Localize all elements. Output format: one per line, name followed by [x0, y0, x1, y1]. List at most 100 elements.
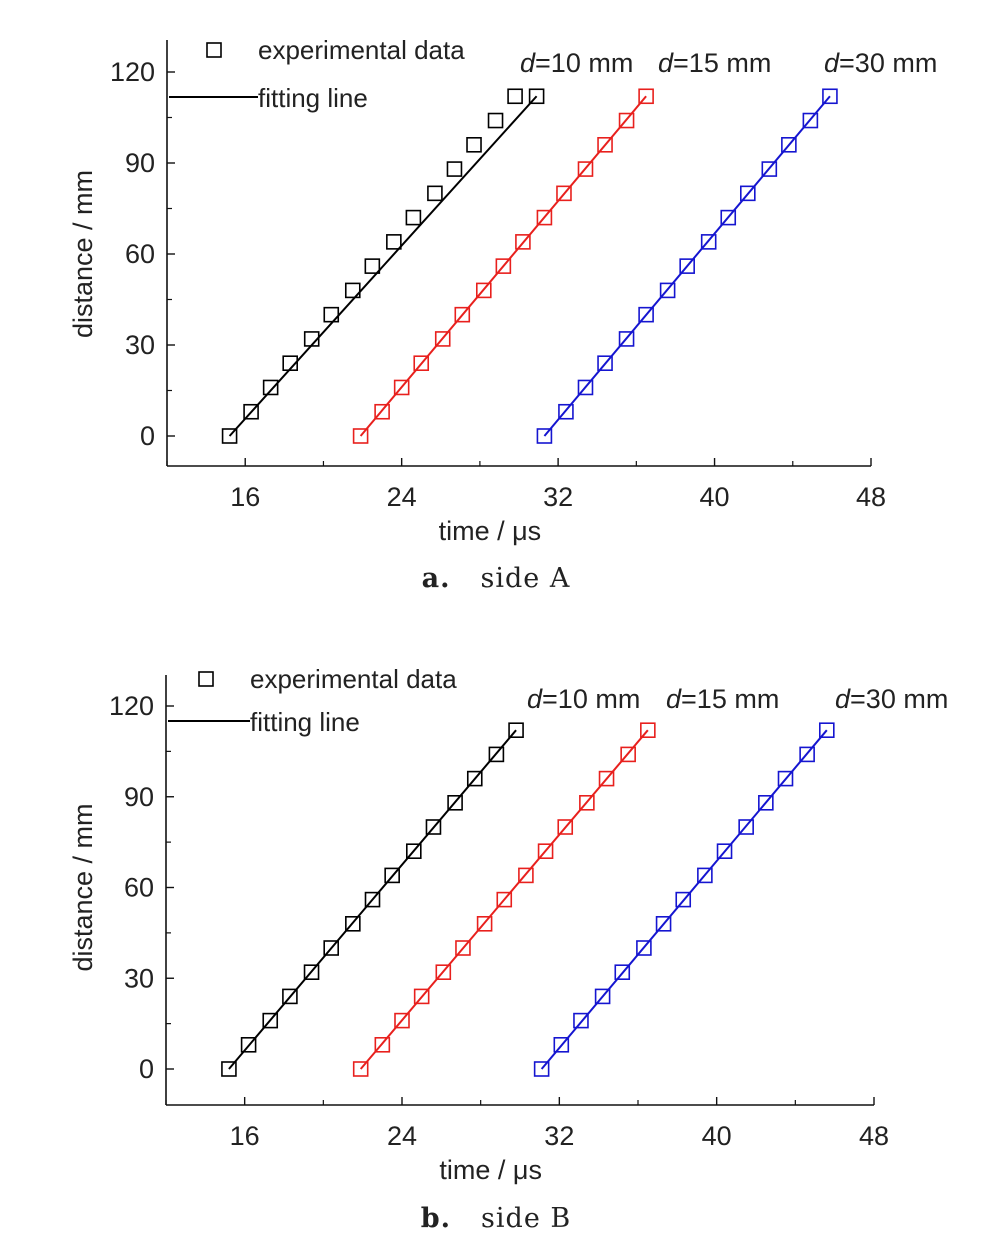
data-point	[556, 185, 572, 202]
fitting-line	[540, 729, 828, 1070]
data-point	[405, 843, 422, 859]
data-point	[553, 1036, 570, 1053]
series-label: d=15 mm	[666, 684, 779, 714]
data-point	[352, 428, 369, 444]
y-tick-label: 30	[124, 963, 154, 993]
x-axis-title: time / μs	[439, 1155, 542, 1185]
chart-b: 0 30 60 90 120 16 24 32 40 48 time / μs distance / …	[68, 664, 948, 1185]
series-label-variable: d	[658, 48, 674, 78]
data-point	[425, 819, 442, 835]
data-point	[577, 379, 594, 396]
data-point	[640, 722, 656, 738]
legend-label-experimental: experimental data	[250, 664, 457, 694]
data-point	[781, 137, 797, 153]
data-point	[508, 722, 524, 738]
data-point	[515, 234, 531, 250]
data-point	[466, 770, 483, 787]
data-point	[435, 964, 452, 981]
chart-a: 0 30 60 90 120 16 24 32 40 48 time / μs distance / …	[68, 35, 937, 546]
data-point	[455, 940, 471, 956]
y-tick-label: 90	[125, 148, 155, 178]
data-point	[352, 1061, 369, 1077]
data-point	[597, 355, 613, 372]
data-point	[620, 746, 636, 763]
data-point	[323, 940, 340, 956]
y-tick-label: 0	[139, 1054, 154, 1084]
data-point	[597, 137, 613, 153]
legend: experimental data fitting line	[168, 664, 457, 737]
data-point	[384, 867, 400, 884]
data-point	[818, 722, 835, 738]
data-point	[573, 1012, 589, 1029]
data-point	[221, 428, 238, 444]
caption-a-letter: a.	[421, 563, 451, 594]
fitting-line	[543, 95, 831, 437]
data-point	[700, 234, 717, 250]
series-label: d=15 mm	[658, 48, 771, 78]
data-point	[344, 282, 361, 299]
x-tick-label: 40	[700, 482, 730, 512]
data-point	[364, 891, 381, 908]
series-2	[352, 88, 654, 444]
data-point	[475, 282, 492, 299]
x-tick-label: 16	[230, 482, 260, 512]
data-point	[447, 795, 463, 811]
data-point	[579, 795, 595, 811]
series-label-value: =30 mm	[850, 684, 948, 714]
data-point	[495, 258, 512, 274]
x-tick-label: 40	[702, 1121, 732, 1151]
data-point	[558, 403, 574, 420]
x-tick-label: 32	[544, 1121, 574, 1151]
data-point	[364, 258, 381, 274]
data-point	[405, 209, 422, 226]
fitting-line	[228, 95, 538, 437]
y-axis-title: distance / mm	[68, 803, 98, 971]
series-label-value: =10 mm	[535, 48, 633, 78]
data-point	[761, 161, 778, 177]
data-point	[799, 746, 815, 763]
data-point	[345, 915, 361, 932]
data-point	[557, 819, 574, 835]
chart-panel-a: 0 30 60 90 120 16 24 32 40 48 time / μs distance / …	[68, 35, 937, 594]
data-point	[487, 112, 504, 129]
data-point	[738, 819, 754, 835]
data-point	[446, 161, 463, 177]
series-label-variable: d	[824, 48, 840, 78]
data-point	[528, 88, 545, 105]
data-point	[614, 964, 631, 981]
data-point	[679, 258, 695, 274]
data-point	[598, 770, 615, 787]
legend-label-fitting: fitting line	[250, 707, 360, 737]
data-point	[777, 770, 794, 787]
data-point	[466, 137, 482, 153]
series-label-value: =15 mm	[681, 684, 779, 714]
series-2	[352, 722, 656, 1077]
x-tick-label: 16	[230, 1121, 260, 1151]
data-point	[413, 988, 430, 1005]
series-3	[536, 88, 838, 444]
data-point	[802, 112, 819, 129]
series-1	[221, 88, 545, 444]
x-tick-label: 24	[387, 482, 417, 512]
data-point	[427, 185, 443, 202]
series-label-variable: d	[666, 684, 682, 714]
y-tick-label: 60	[124, 873, 154, 903]
data-point	[638, 306, 654, 323]
data-point	[716, 843, 733, 859]
data-point	[638, 88, 654, 105]
data-point	[282, 355, 299, 372]
series-label-variable: d	[520, 48, 536, 78]
series-3	[533, 722, 835, 1077]
legend-marker-icon	[206, 42, 222, 58]
series-label-variable: d	[527, 684, 543, 714]
data-point	[518, 867, 534, 884]
series-label-variable: d	[835, 684, 851, 714]
data-point	[262, 379, 279, 396]
data-point	[537, 843, 554, 859]
y-tick-label: 30	[125, 330, 155, 360]
data-point	[675, 891, 692, 908]
data-point	[507, 88, 523, 105]
fitting-line	[228, 729, 517, 1070]
series-label-value: =10 mm	[542, 684, 640, 714]
data-point	[323, 306, 340, 323]
